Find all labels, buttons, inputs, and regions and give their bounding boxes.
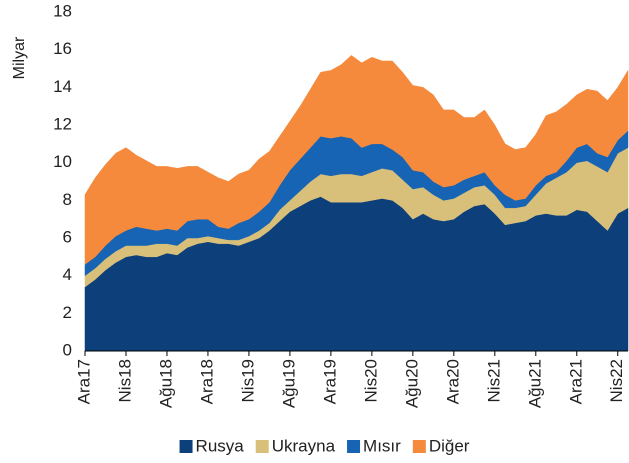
x-tick-label: Ara20 [443,359,462,404]
y-tick-label: 2 [63,303,72,322]
y-tick-label: 4 [63,265,72,284]
x-tick-label: Ara18 [197,359,216,404]
legend-label: Mısır [363,436,401,455]
y-tick-label: 8 [63,190,72,209]
legend-swatch [347,440,361,453]
y-axis-label: Milyar [11,36,28,79]
legend-label: Ukrayna [272,436,336,455]
legend-swatch [412,440,426,453]
x-tick-label: Ağu21 [525,359,544,408]
x-tick-label: Nis20 [361,359,380,402]
legend-swatch [255,440,269,453]
x-tick-label: Ara17 [74,359,93,404]
legend-swatch [179,440,193,453]
x-tick-label: Ara21 [566,359,585,404]
x-tick-label: Nis21 [484,359,503,402]
x-tick-label: Nis19 [238,359,257,402]
x-tick-label: Nis22 [607,359,626,402]
legend: Rusya Ukrayna Mısır Diğer [179,436,470,455]
x-tick-label: Ara19 [320,359,339,404]
y-tick-label: 16 [53,39,72,58]
x-tick-label: Ağu19 [279,359,298,408]
legend-label: Rusya [196,436,245,455]
x-tick-label: Ağu18 [156,359,175,408]
y-tick-label: 18 [53,1,72,20]
x-tick-label: Nis18 [115,359,134,402]
y-tick-label: 0 [63,340,72,359]
x-tick-label: Ağu20 [402,359,421,408]
legend-label: Diğer [429,436,470,455]
y-tick-label: 14 [53,77,72,96]
y-tick-label: 6 [63,227,72,246]
y-tick-label: 10 [53,152,72,171]
y-tick-label: 12 [53,114,72,133]
area [84,54,629,265]
